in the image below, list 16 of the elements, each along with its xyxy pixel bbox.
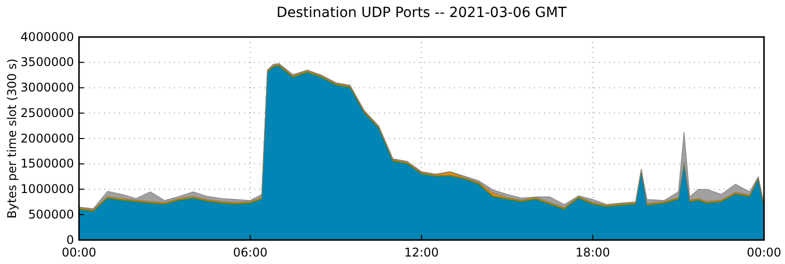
chart-title: Destination UDP Ports -- 2021-03-06 GMT	[276, 5, 567, 21]
y-tick-label: 2500000	[20, 106, 74, 120]
x-tick-label: 18:00	[575, 246, 610, 260]
y-tick-label: 1500000	[20, 156, 74, 171]
x-tick-label: 06:00	[232, 246, 268, 260]
x-tick-label: 00:00	[746, 246, 782, 260]
y-tick-label: 0	[66, 232, 74, 247]
y-tick-label: 3000000	[20, 80, 74, 95]
y-axis-title: Bytes per time slot (300 s)	[5, 58, 19, 218]
y-tick-label: 3500000	[20, 55, 74, 70]
x-tick-label: 12:00	[404, 246, 439, 260]
y-tick-label: 500000	[28, 207, 74, 222]
y-tick-label: 1000000	[20, 182, 74, 196]
x-tick-label: 00:00	[62, 246, 96, 260]
y-tick-label: 4000000	[20, 30, 74, 44]
y-tick-label: 2000000	[20, 131, 74, 146]
